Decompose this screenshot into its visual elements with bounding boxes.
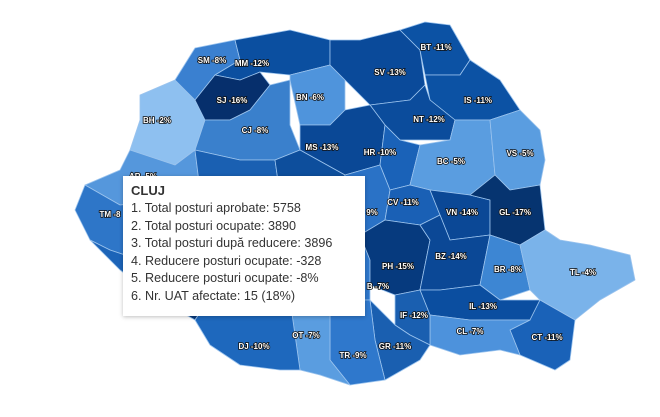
tooltip-title: CLUJ bbox=[131, 183, 165, 198]
county-label-vn: VN -14% bbox=[446, 208, 478, 217]
county-label-gl: GL -17% bbox=[499, 208, 531, 217]
county-label-ph: PH -15% bbox=[382, 262, 414, 271]
county-label-cl: CL -7% bbox=[457, 327, 484, 336]
county-label-gr: GR -11% bbox=[379, 342, 411, 351]
county-label-il: IL -13% bbox=[469, 302, 497, 311]
county-label-bn: BN -6% bbox=[296, 93, 324, 102]
county-label-dj: DJ -10% bbox=[238, 342, 269, 351]
county-label-cv: CV -11% bbox=[387, 198, 419, 207]
county-label-ot: OT -7% bbox=[292, 331, 320, 340]
county-label-if: IF -12% bbox=[400, 311, 428, 320]
county-tl[interactable] bbox=[519, 229, 636, 321]
county-label-bv: 9% bbox=[366, 208, 378, 217]
county-label-sv: SV -13% bbox=[374, 68, 406, 77]
county-label-bz: BZ -14% bbox=[435, 252, 467, 261]
county-label-db: B -7% bbox=[367, 282, 389, 291]
county-mm[interactable] bbox=[214, 29, 331, 81]
county-label-cj: CJ -8% bbox=[242, 126, 269, 135]
county-label-tr: TR -9% bbox=[339, 351, 366, 360]
county-label-tm: TM -8 bbox=[100, 210, 121, 219]
county-label-is: IS -11% bbox=[464, 96, 492, 105]
county-label-mm: MM -12% bbox=[235, 59, 269, 68]
county-label-bt: BT -11% bbox=[420, 43, 451, 52]
county-label-sj: SJ -16% bbox=[217, 96, 248, 105]
county-cl[interactable] bbox=[429, 314, 531, 356]
tooltip-line: 5. Reducere posturi ocupate: -8% bbox=[131, 271, 319, 285]
county-label-bc: BC -5% bbox=[437, 157, 465, 166]
county-label-bh: BH -2% bbox=[143, 116, 171, 125]
tooltip-line: 3. Total posturi după reducere: 3896 bbox=[131, 236, 333, 250]
county-tooltip: CLUJ 1. Total posturi aprobate: 5758 2. … bbox=[123, 176, 365, 316]
county-label-sm: SM -8% bbox=[198, 56, 226, 65]
tooltip-line: 4. Reducere posturi ocupate: -328 bbox=[131, 253, 322, 268]
county-label-ms: MS -13% bbox=[306, 143, 339, 152]
county-label-ct: CT -11% bbox=[531, 333, 562, 342]
county-label-nt: NT -12% bbox=[413, 115, 445, 124]
tooltip-line: 2. Total posturi ocupate: 3890 bbox=[131, 218, 297, 233]
tooltip-line: 6. Nr. UAT afectate: 15 (18%) bbox=[131, 288, 296, 303]
county-label-vs: VS -5% bbox=[506, 149, 533, 158]
county-label-br: BR -8% bbox=[494, 265, 522, 274]
county-label-hr: HR -10% bbox=[364, 148, 396, 157]
county-br[interactable] bbox=[479, 234, 531, 301]
tooltip-line: 1. Total posturi aprobate: 5758 bbox=[131, 201, 301, 215]
county-label-tl: TL -4% bbox=[570, 268, 596, 277]
